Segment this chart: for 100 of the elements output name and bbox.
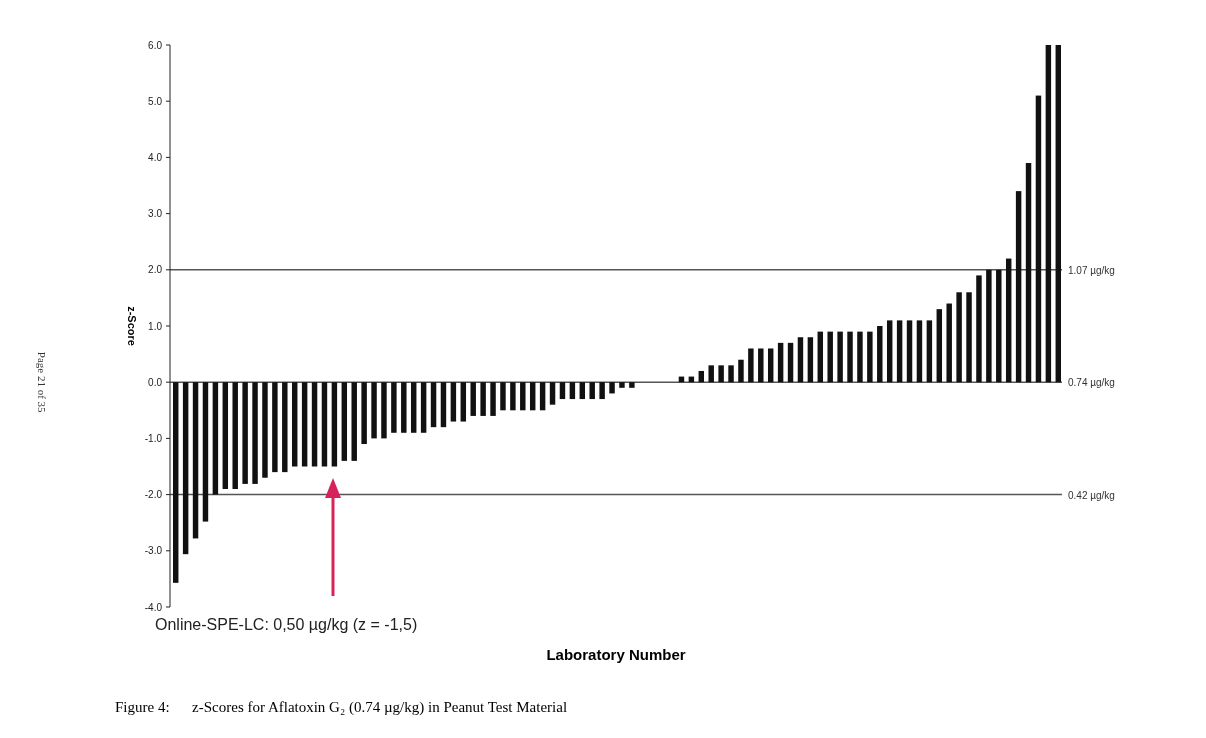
bar bbox=[351, 382, 357, 461]
bar bbox=[430, 382, 437, 428]
bar bbox=[272, 382, 278, 473]
bar bbox=[926, 320, 933, 383]
bar bbox=[807, 337, 814, 383]
bar bbox=[877, 326, 883, 383]
ref-line-label: 1.07 µg/kg bbox=[1068, 264, 1115, 276]
bar bbox=[529, 382, 536, 411]
bar bbox=[996, 269, 1002, 383]
bar bbox=[172, 382, 179, 583]
bar bbox=[758, 348, 764, 383]
bar bbox=[797, 337, 804, 383]
bar bbox=[539, 382, 546, 411]
bar bbox=[202, 382, 209, 522]
y-tick-label: 1.0 bbox=[148, 320, 163, 332]
bar bbox=[212, 382, 219, 495]
bar bbox=[410, 382, 417, 433]
bar bbox=[906, 320, 913, 383]
text: Figure 4: z-Scores for Aflatoxin G₂ (0.74 µg/kg) in Peanut Test Material bbox=[115, 699, 568, 716]
bar bbox=[777, 342, 784, 383]
bar bbox=[361, 382, 367, 445]
bar bbox=[311, 382, 318, 467]
bar bbox=[847, 331, 853, 383]
bar bbox=[301, 382, 308, 467]
bar bbox=[391, 382, 397, 433]
bar bbox=[698, 370, 705, 383]
bar bbox=[1055, 45, 1061, 383]
y-tick-label: 3.0 bbox=[148, 208, 163, 220]
y-tick-label: -1.0 bbox=[144, 432, 163, 444]
bar bbox=[946, 303, 952, 383]
bar bbox=[728, 365, 734, 383]
bar bbox=[718, 365, 724, 383]
bar bbox=[886, 320, 893, 383]
bar bbox=[579, 382, 586, 400]
bar bbox=[1005, 258, 1012, 383]
y-tick-label: 2.0 bbox=[148, 264, 163, 276]
bar bbox=[460, 382, 467, 422]
bar bbox=[549, 382, 556, 405]
bar bbox=[420, 382, 427, 433]
bar bbox=[440, 382, 447, 428]
bar bbox=[470, 382, 476, 416]
y-tick-label: -2.0 bbox=[144, 489, 163, 501]
y-tick-label: -3.0 bbox=[144, 545, 163, 557]
bar bbox=[450, 382, 457, 422]
bar bbox=[966, 292, 972, 383]
bar bbox=[896, 320, 903, 383]
bar bbox=[510, 382, 516, 411]
bar bbox=[986, 269, 992, 383]
y-axis-title: z-Score bbox=[126, 306, 138, 346]
y-tick-label: 4.0 bbox=[148, 151, 163, 163]
y-tick-label: 0.0 bbox=[148, 376, 163, 388]
bar bbox=[817, 331, 824, 383]
bar bbox=[222, 382, 229, 489]
ref-line-label: 0.74 µg/kg bbox=[1068, 377, 1115, 389]
y-tick-label: -4.0 bbox=[144, 601, 163, 613]
bar bbox=[708, 365, 714, 383]
bar bbox=[331, 382, 338, 467]
bar bbox=[767, 348, 774, 383]
bar bbox=[837, 331, 843, 383]
bar bbox=[787, 342, 794, 383]
bar bbox=[956, 292, 962, 383]
bar bbox=[232, 382, 238, 489]
bar bbox=[500, 382, 506, 411]
bar bbox=[569, 382, 576, 400]
ref-line-label: 0.42 µg/kg bbox=[1068, 489, 1115, 501]
bar bbox=[629, 382, 635, 388]
bar bbox=[827, 331, 833, 383]
bar bbox=[976, 275, 982, 383]
bar bbox=[480, 382, 486, 416]
y-tick-label: 6.0 bbox=[148, 39, 163, 51]
bar bbox=[341, 382, 348, 461]
bar bbox=[738, 359, 744, 383]
bar bbox=[867, 331, 873, 383]
x-axis-title: Laboratory Number bbox=[546, 646, 686, 663]
bar bbox=[589, 382, 595, 400]
bar bbox=[1045, 45, 1052, 383]
text: Online-SPE-LC: 0,50 µg/kg (z = -1,5) bbox=[155, 616, 418, 633]
bar bbox=[520, 382, 526, 411]
bar bbox=[559, 382, 566, 400]
bar bbox=[192, 382, 199, 539]
text: Page 21 of 35 bbox=[36, 351, 48, 414]
bar bbox=[609, 382, 615, 394]
bar bbox=[619, 382, 625, 388]
bar bbox=[490, 382, 496, 416]
bar bbox=[371, 382, 377, 439]
bar bbox=[291, 382, 298, 467]
bar bbox=[857, 331, 863, 383]
bar bbox=[748, 348, 754, 383]
bar bbox=[242, 382, 248, 484]
bar bbox=[1025, 163, 1032, 383]
bar bbox=[381, 382, 387, 439]
bar bbox=[916, 320, 923, 383]
y-tick-label: 5.0 bbox=[148, 95, 163, 107]
bar bbox=[182, 382, 189, 555]
bar bbox=[252, 382, 258, 484]
bar bbox=[401, 382, 407, 433]
bar bbox=[1015, 191, 1022, 383]
bar bbox=[1035, 95, 1042, 383]
bar bbox=[321, 382, 328, 467]
bar bbox=[262, 382, 268, 478]
